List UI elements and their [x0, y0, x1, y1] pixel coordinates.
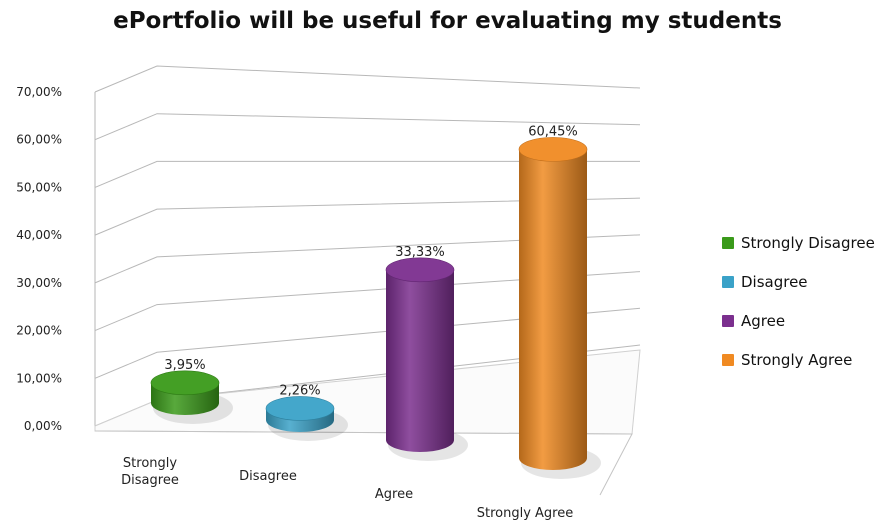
data-label: 2,26%	[279, 383, 320, 398]
gridline	[94, 271, 641, 332]
x-axis-labels: Strongly Disagree Disagree Agree Strongly Ag…	[121, 456, 573, 521]
legend-label: Strongly Agree	[741, 351, 853, 369]
chart-title: ePortfolio will be useful for evaluating…	[113, 8, 782, 34]
chart-legend: Strongly Disagree Disagree Agree Strongly A…	[722, 230, 875, 386]
legend-item: Strongly Agree	[722, 347, 875, 373]
gridline	[94, 307, 641, 379]
gridline	[94, 234, 641, 284]
bar-top	[385, 257, 455, 283]
data-label: 60,45%	[528, 124, 578, 139]
legend-swatch	[722, 237, 734, 249]
x-category-label: Agree	[375, 487, 413, 502]
legend-label: Agree	[741, 312, 786, 330]
legend-swatch	[722, 315, 734, 327]
bar-strongly-disagree: 3,95%	[150, 358, 233, 424]
x-category-label: Disagree	[239, 469, 297, 484]
legend-swatch	[722, 276, 734, 288]
legend-item: Strongly Disagree	[722, 230, 875, 256]
bar-strongly-agree: 60,45%	[518, 124, 601, 479]
bar-agree: 33,33%	[385, 245, 468, 461]
bar-body	[386, 269, 454, 452]
gridline	[94, 160, 640, 188]
y-tick-label: 70,00%	[16, 85, 62, 99]
y-tick-label: 40,00%	[16, 228, 62, 242]
chart-bars: 3,95% 2,26% 33,33% 60,45%	[150, 124, 601, 479]
data-label: 3,95%	[164, 358, 205, 373]
chart-floor	[94, 349, 641, 496]
legend-item: Disagree	[722, 269, 875, 295]
bar-top	[150, 370, 220, 396]
bar-top	[265, 396, 335, 421]
gridline	[94, 113, 641, 141]
y-tick-label: 30,00%	[16, 276, 62, 290]
bar-body	[519, 149, 587, 471]
x-category-label: Strongly Disagree	[121, 456, 179, 488]
bar-disagree: 2,26%	[265, 383, 348, 441]
y-tick-label: 50,00%	[16, 180, 62, 194]
gridline	[94, 65, 641, 93]
chart-floor-plane	[94, 349, 641, 435]
y-tick-label: 10,00%	[16, 371, 62, 385]
bar-top	[518, 137, 588, 162]
legend-label: Disagree	[741, 273, 808, 291]
y-axis-ticks: 0,00% 10,00% 20,00% 30,00% 40,00% 50,00% 60,00…	[16, 85, 62, 433]
data-label: 33,33%	[395, 245, 445, 260]
gridline	[94, 197, 641, 236]
y-tick-label: 60,00%	[16, 133, 62, 147]
x-category-label: Strongly Agree	[477, 506, 574, 521]
x-axis-line	[94, 430, 633, 496]
y-tick-label: 20,00%	[16, 324, 62, 338]
legend-item: Agree	[722, 308, 875, 334]
legend-label: Strongly Disagree	[741, 234, 875, 252]
legend-swatch	[722, 354, 734, 366]
y-tick-label: 0,00%	[24, 419, 62, 433]
